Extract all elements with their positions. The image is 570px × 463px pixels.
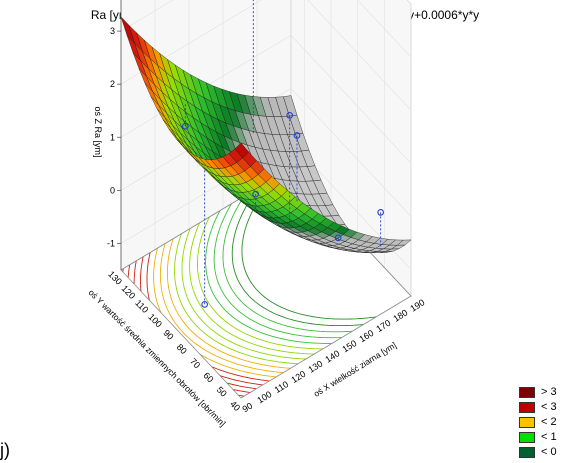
panel-letter: j) bbox=[0, 440, 10, 460]
data-point bbox=[181, 122, 189, 130]
contour-line bbox=[213, 203, 342, 339]
surface-mesh bbox=[120, 16, 412, 253]
z-tick-label: 2 bbox=[110, 79, 115, 89]
legend-label: < 3 bbox=[541, 401, 557, 413]
y-tick-label: 120 bbox=[120, 283, 138, 301]
z-tick-label: -1 bbox=[107, 238, 115, 248]
grid-line bbox=[357, 0, 412, 58]
axes bbox=[117, 0, 122, 270]
legend-item: > 3 bbox=[519, 385, 570, 399]
data-points bbox=[181, 0, 385, 308]
y-tick-label: 60 bbox=[201, 370, 215, 384]
y-tick-label: 130 bbox=[106, 269, 124, 287]
y-tick-label: 50 bbox=[215, 385, 229, 399]
data-point bbox=[286, 111, 294, 119]
legend-swatch bbox=[519, 417, 535, 428]
floor-contours bbox=[122, 176, 377, 397]
x-tick-label: 100 bbox=[255, 389, 273, 405]
legend-swatch bbox=[519, 387, 535, 398]
surface-cell bbox=[234, 142, 250, 159]
x-tick-label: 150 bbox=[340, 338, 358, 354]
legend-label: > 3 bbox=[541, 386, 557, 398]
z-axis-title: oś Z Ra [ym] bbox=[93, 106, 103, 157]
data-point bbox=[334, 234, 342, 242]
z-tick-label: 3 bbox=[110, 26, 115, 36]
y-tick-label: 90 bbox=[161, 328, 175, 342]
contour-line bbox=[231, 187, 364, 327]
x-tick-label: 190 bbox=[408, 297, 426, 313]
grid-line bbox=[290, 88, 412, 217]
contour-line bbox=[222, 195, 353, 333]
y-tick-label: 70 bbox=[188, 356, 202, 370]
contour-line bbox=[205, 210, 332, 344]
legend-label: < 0 bbox=[541, 446, 557, 458]
z-tick-label: 0 bbox=[110, 185, 115, 195]
legend-item: < 3 bbox=[519, 400, 570, 414]
legend-label: < 1 bbox=[541, 431, 557, 443]
contour-line bbox=[159, 243, 284, 374]
y-tick-label: 40 bbox=[228, 399, 242, 413]
x-tick-label: 170 bbox=[374, 318, 392, 334]
y-tick-label: 80 bbox=[175, 342, 189, 356]
data-point bbox=[377, 208, 385, 216]
contour-line bbox=[166, 238, 291, 369]
contour-line bbox=[189, 222, 315, 355]
grid-line bbox=[120, 0, 174, 32]
legend: > 3 < 3 < 2 < 1 < 0 bbox=[519, 385, 570, 463]
data-point bbox=[252, 190, 260, 198]
data-point bbox=[201, 301, 209, 308]
back-wall-right bbox=[290, 0, 412, 298]
legend-item: < 2 bbox=[519, 415, 570, 429]
y-tick-label: 110 bbox=[133, 298, 150, 315]
legend-swatch bbox=[519, 402, 535, 413]
contour-line bbox=[133, 260, 257, 390]
legend-swatch bbox=[519, 432, 535, 443]
contour-line bbox=[140, 256, 263, 386]
y-tick-label: 100 bbox=[146, 312, 164, 330]
x-tick-label: 180 bbox=[391, 307, 409, 323]
z-tick-label: 1 bbox=[110, 132, 115, 142]
contour-line bbox=[197, 216, 323, 350]
contour-line bbox=[153, 247, 277, 378]
contour-line bbox=[174, 233, 299, 365]
legend-label: < 2 bbox=[541, 416, 557, 428]
contour-line bbox=[146, 252, 270, 382]
x-tick-label: 90 bbox=[241, 401, 255, 415]
legend-item: < 1 bbox=[519, 430, 570, 444]
contour-line bbox=[181, 228, 307, 360]
legend-swatch bbox=[519, 447, 535, 458]
x-tick-label: 130 bbox=[306, 358, 324, 374]
grid-line bbox=[290, 35, 412, 164]
contour-line bbox=[127, 264, 251, 393]
data-point bbox=[293, 132, 301, 139]
x-tick-label: 120 bbox=[289, 369, 307, 385]
x-tick-label: 140 bbox=[323, 348, 341, 364]
legend-item: < 0 bbox=[519, 445, 570, 459]
x-tick-label: 160 bbox=[357, 328, 375, 344]
x-tick-label: 110 bbox=[273, 379, 290, 395]
grid-line bbox=[307, 0, 412, 111]
contour-line bbox=[122, 268, 245, 397]
